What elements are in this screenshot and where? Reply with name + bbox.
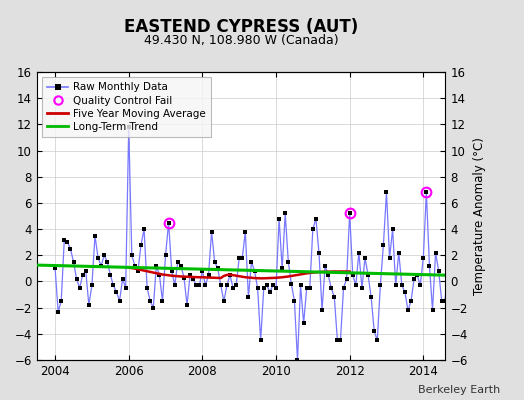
Text: EASTEND CYPRESS (AUT): EASTEND CYPRESS (AUT) [124,18,358,36]
Legend: Raw Monthly Data, Quality Control Fail, Five Year Moving Average, Long-Term Tren: Raw Monthly Data, Quality Control Fail, … [42,77,211,137]
Y-axis label: Temperature Anomaly (°C): Temperature Anomaly (°C) [473,137,486,295]
Text: Berkeley Earth: Berkeley Earth [418,385,500,395]
Text: 49.430 N, 108.980 W (Canada): 49.430 N, 108.980 W (Canada) [144,34,339,47]
